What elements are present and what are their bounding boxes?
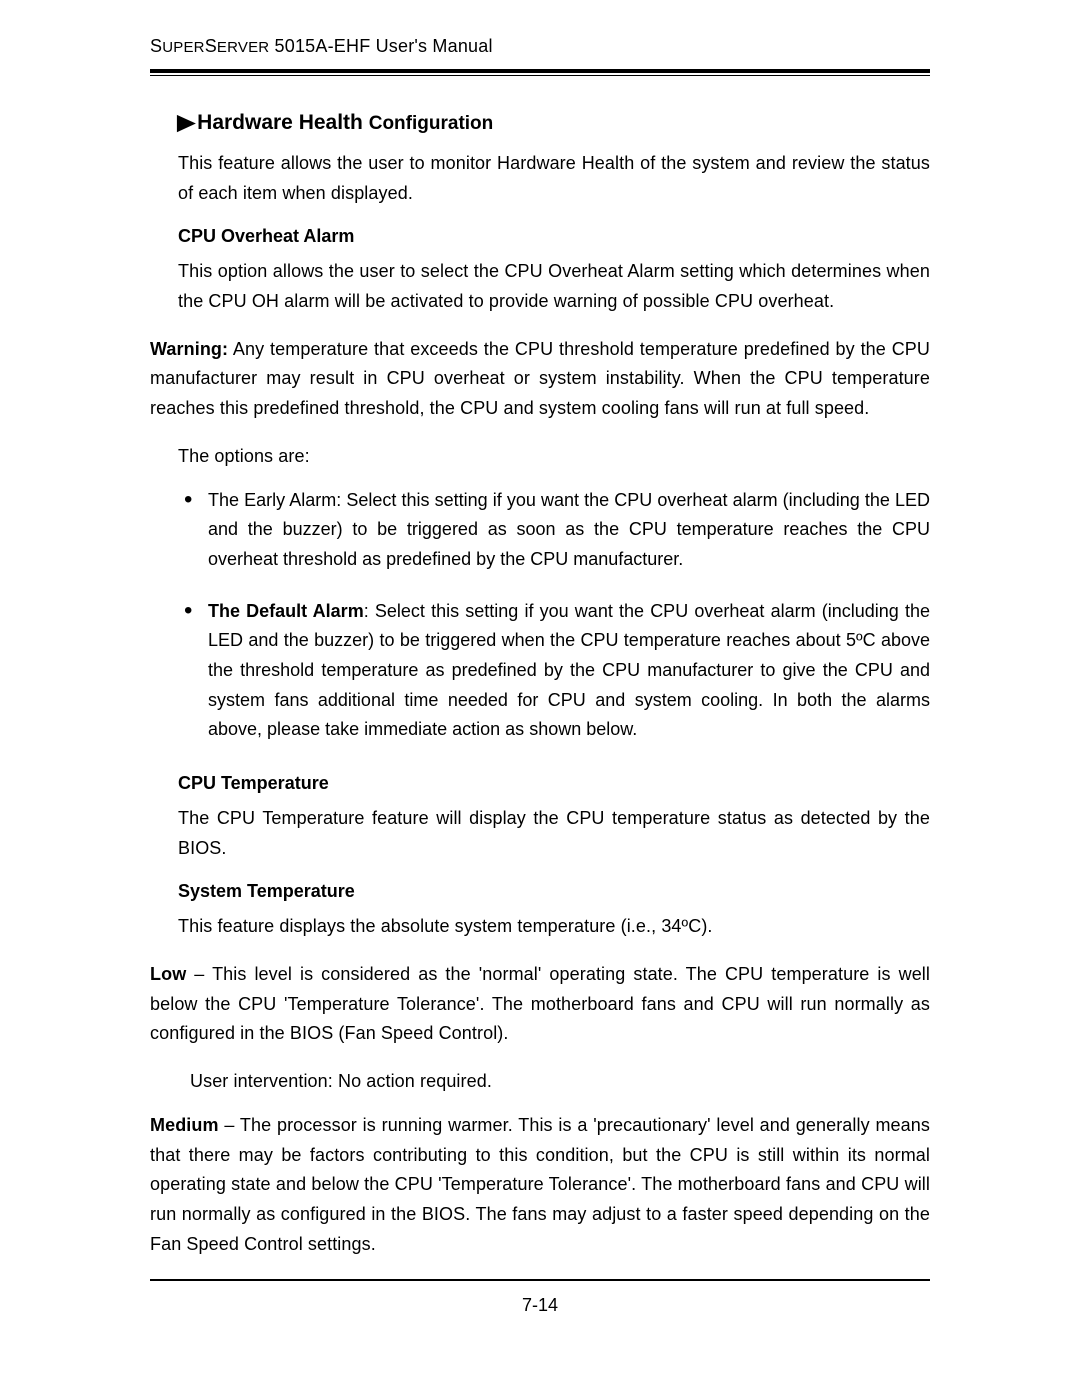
sys-temp-heading: System Temperature: [178, 881, 930, 902]
options-list: The Early Alarm: Select this setting if …: [178, 486, 930, 746]
medium-paragraph: Medium – The processor is running warmer…: [150, 1111, 930, 1259]
low-paragraph: Low – This level is considered as the 'n…: [150, 960, 930, 1049]
user-intervention: User intervention: No action required.: [190, 1067, 930, 1097]
bullet2-text: : Select this setting if you want the CP…: [208, 601, 930, 740]
footer-rule: [150, 1279, 930, 1281]
cpu-overheat-paragraph: This option allows the user to select th…: [178, 257, 930, 316]
list-item: The Early Alarm: Select this setting if …: [178, 486, 930, 575]
cpu-temp-heading: CPU Temperature: [178, 773, 930, 794]
page-number: 7-14: [150, 1295, 930, 1316]
title-main: Hardware Health: [197, 111, 363, 134]
warning-label: Warning:: [150, 339, 228, 359]
low-text: – This level is considered as the 'norma…: [150, 964, 930, 1043]
triangle-right-icon: ▶: [177, 110, 195, 135]
sys-temp-paragraph: This feature displays the absolute syste…: [178, 912, 930, 942]
medium-text: – The processor is running warmer. This …: [150, 1115, 930, 1254]
low-label: Low: [150, 964, 186, 984]
section-title: ▶Hardware Health Configuration: [178, 110, 930, 135]
manual-page: SUPERSERVER 5015A-EHF User's Manual ▶Har…: [0, 0, 1080, 1356]
cpu-temp-paragraph: The CPU Temperature feature will display…: [178, 804, 930, 863]
header-text: SUPERSERVER 5015A-EHF User's Manual: [150, 36, 493, 56]
bullet1-text: The Early Alarm: Select this setting if …: [208, 490, 930, 569]
list-item: The Default Alarm: Select this setting i…: [178, 597, 930, 745]
title-sub: Configuration: [369, 113, 494, 134]
header-rule: [150, 69, 930, 76]
cpu-overheat-heading: CPU Overheat Alarm: [178, 226, 930, 247]
bullet2-bold: The Default Alarm: [208, 601, 364, 621]
medium-label: Medium: [150, 1115, 219, 1135]
intro-paragraph: This feature allows the user to monitor …: [178, 149, 930, 208]
running-header: SUPERSERVER 5015A-EHF User's Manual: [150, 36, 930, 65]
warning-text: Any temperature that exceeds the CPU thr…: [150, 339, 930, 418]
warning-paragraph: Warning: Any temperature that exceeds th…: [150, 335, 930, 424]
options-intro: The options are:: [178, 442, 930, 472]
